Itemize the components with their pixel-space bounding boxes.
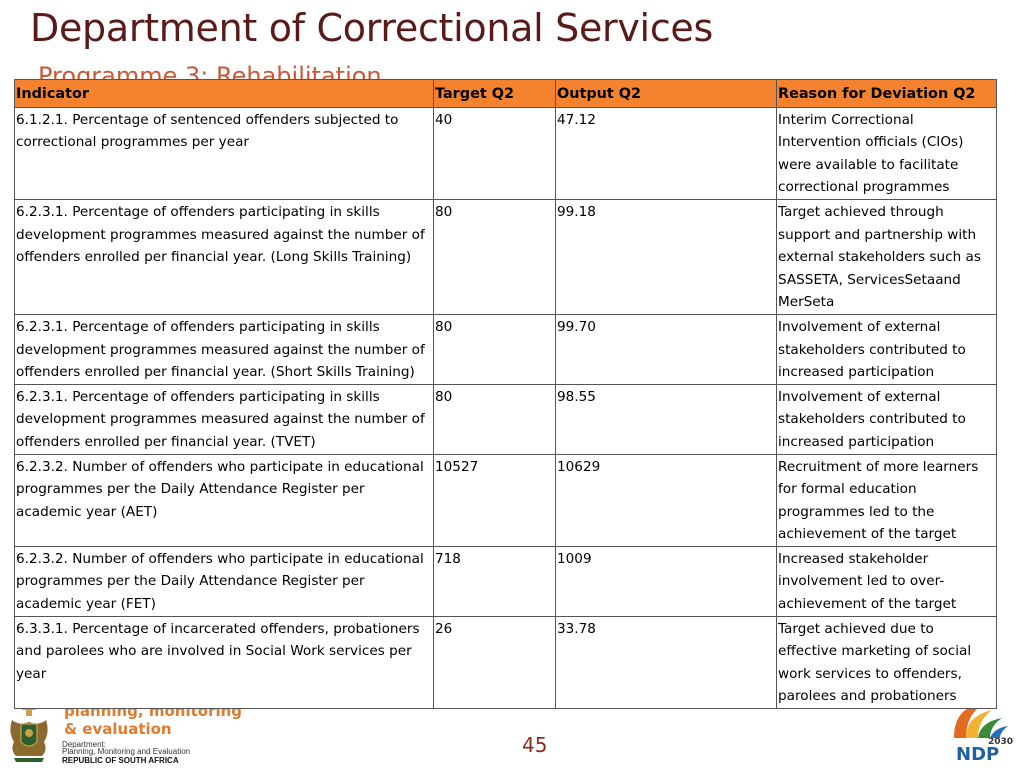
cell-output: 99.70 bbox=[555, 313, 777, 385]
logo-text-line2: & evaluation bbox=[64, 720, 172, 738]
table-header-row: Indicator Target Q2 Output Q2 Reason for… bbox=[14, 79, 997, 108]
table-row: 6.2.3.1. Percentage of offenders partici… bbox=[14, 313, 997, 385]
cell-target: 40 bbox=[433, 106, 556, 200]
cell-reason: Target achieved through support and part… bbox=[776, 198, 997, 315]
cell-indicator: 6.2.3.2. Number of offenders who partici… bbox=[14, 545, 434, 617]
table-row: 6.3.3.1. Percentage of incarcerated offe… bbox=[14, 615, 997, 710]
table-row: 6.2.3.2. Number of offenders who partici… bbox=[14, 453, 997, 547]
cell-reason: Recruitment of more learners for formal … bbox=[776, 453, 997, 547]
cell-output: 1009 bbox=[555, 545, 777, 617]
cell-reason: Increased stakeholder involvement led to… bbox=[776, 545, 997, 617]
cell-output: 10629 bbox=[555, 453, 777, 547]
cell-output: 99.18 bbox=[555, 198, 777, 315]
logo-pme: Planning, Monitoring and Evaluation bbox=[62, 747, 191, 756]
table-row: 6.2.3.1. Percentage of offenders partici… bbox=[14, 383, 997, 455]
coat-of-arms-icon bbox=[10, 702, 48, 762]
header-indicator: Indicator bbox=[14, 79, 434, 108]
ndp-label: NDP bbox=[956, 744, 999, 764]
table-row: 6.2.3.2. Number of offenders who partici… bbox=[14, 545, 997, 617]
table-row: 6.2.3.1. Percentage of offenders partici… bbox=[14, 198, 997, 315]
cell-target: 80 bbox=[433, 198, 556, 315]
cell-reason: Interim Correctional Intervention offici… bbox=[776, 106, 997, 200]
cell-indicator: 6.2.3.2. Number of offenders who partici… bbox=[14, 453, 434, 547]
cell-target: 718 bbox=[433, 545, 556, 617]
cell-indicator: 6.1.2.1. Percentage of sentenced offende… bbox=[14, 106, 434, 200]
cell-indicator: 6.3.3.1. Percentage of incarcerated offe… bbox=[14, 615, 434, 710]
ndp-2030-logo-icon: 2030 NDP bbox=[954, 704, 1013, 764]
cell-reason: Target achieved due to effective marketi… bbox=[776, 615, 997, 710]
logo-country: REPUBLIC OF SOUTH AFRICA bbox=[62, 756, 179, 765]
indicator-table-container: Indicator Target Q2 Output Q2 Reason for… bbox=[14, 79, 997, 710]
cell-reason: Involvement of external stakeholders con… bbox=[776, 383, 997, 455]
cell-indicator: 6.2.3.1. Percentage of offenders partici… bbox=[14, 383, 434, 455]
cell-output: 47.12 bbox=[555, 106, 777, 200]
cell-target: 26 bbox=[433, 615, 556, 710]
cell-target: 10527 bbox=[433, 453, 556, 547]
dpme-logo: planning, monitoring & evaluation Depart… bbox=[4, 692, 242, 768]
header-target: Target Q2 bbox=[433, 79, 556, 108]
cell-indicator: 6.2.3.1. Percentage of offenders partici… bbox=[14, 198, 434, 315]
logo-department: Department: bbox=[62, 740, 107, 749]
indicator-table: Indicator Target Q2 Output Q2 Reason for… bbox=[14, 79, 997, 710]
page-number: 45 bbox=[522, 733, 548, 757]
header-reason: Reason for Deviation Q2 bbox=[776, 79, 997, 108]
cell-indicator: 6.2.3.1. Percentage of offenders partici… bbox=[14, 313, 434, 385]
cell-output: 33.78 bbox=[555, 615, 777, 710]
slide-title: Department of Correctional Services bbox=[30, 6, 713, 50]
cell-output: 98.55 bbox=[555, 383, 777, 455]
cell-target: 80 bbox=[433, 313, 556, 385]
header-output: Output Q2 bbox=[555, 79, 777, 108]
cell-reason: Involvement of external stakeholders con… bbox=[776, 313, 997, 385]
ndp-year: 2030 bbox=[988, 737, 1013, 747]
cell-target: 80 bbox=[433, 383, 556, 455]
table-row: 6.1.2.1. Percentage of sentenced offende… bbox=[14, 106, 997, 200]
